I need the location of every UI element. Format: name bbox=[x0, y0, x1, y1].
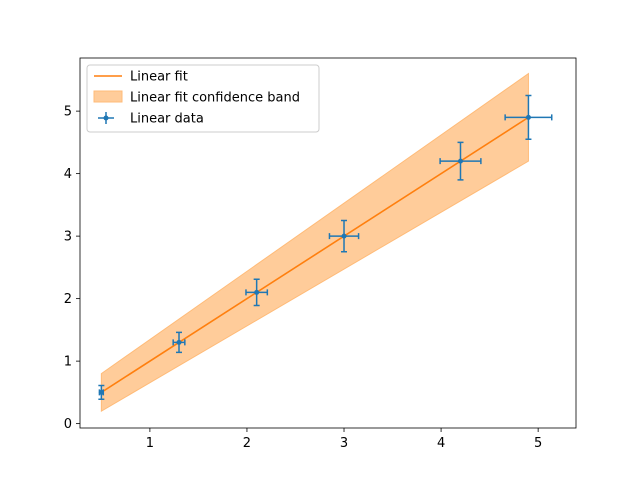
data-point-errorbar bbox=[504, 94, 553, 140]
legend-entry-band: Linear fit confidence band bbox=[93, 90, 300, 106]
y-tick-label: 4 bbox=[64, 167, 72, 182]
legend: Linear fit Linear fit confidence band Line… bbox=[86, 64, 320, 133]
y-tick-label: 1 bbox=[64, 355, 72, 370]
y-tick-label: 0 bbox=[64, 417, 72, 432]
x-tick-label: 5 bbox=[534, 436, 542, 451]
data-point bbox=[254, 289, 260, 295]
x-tick-label: 2 bbox=[243, 436, 251, 451]
data-point bbox=[525, 114, 531, 120]
legend-box bbox=[86, 64, 320, 133]
data-point-errorbar bbox=[172, 331, 186, 354]
legend-data-label: Linear data bbox=[130, 112, 204, 127]
legend-entry-data: Linear data bbox=[98, 112, 204, 127]
legend-entry-fit: Linear fit bbox=[94, 70, 188, 85]
fit-line bbox=[100, 116, 529, 394]
x-tick-label: 3 bbox=[340, 436, 348, 451]
plot-area bbox=[98, 72, 553, 412]
data-point bbox=[457, 158, 463, 164]
x-tick-label: 1 bbox=[146, 436, 154, 451]
data-point bbox=[341, 233, 347, 239]
axes-frame bbox=[79, 57, 577, 429]
data-point-errorbar bbox=[328, 219, 360, 253]
data-point bbox=[98, 389, 104, 395]
data-point-errorbar bbox=[245, 278, 269, 307]
legend-fit-label: Linear fit bbox=[130, 70, 188, 85]
y-tick-label: 3 bbox=[64, 230, 72, 245]
data-point-errorbar bbox=[98, 384, 105, 400]
y-tick-label: 2 bbox=[64, 292, 72, 307]
data-point-errorbar bbox=[439, 141, 482, 181]
legend-band-swatch bbox=[93, 90, 123, 103]
legend-band-label: Linear fit confidence band bbox=[130, 91, 300, 106]
legend-data-marker bbox=[103, 115, 109, 121]
x-tick-label: 4 bbox=[437, 436, 445, 451]
axis-ticks: 1 2 3 4 5 0 1 2 3 4 5 bbox=[64, 105, 543, 451]
data-point bbox=[176, 339, 182, 345]
y-tick-label: 5 bbox=[64, 105, 72, 120]
